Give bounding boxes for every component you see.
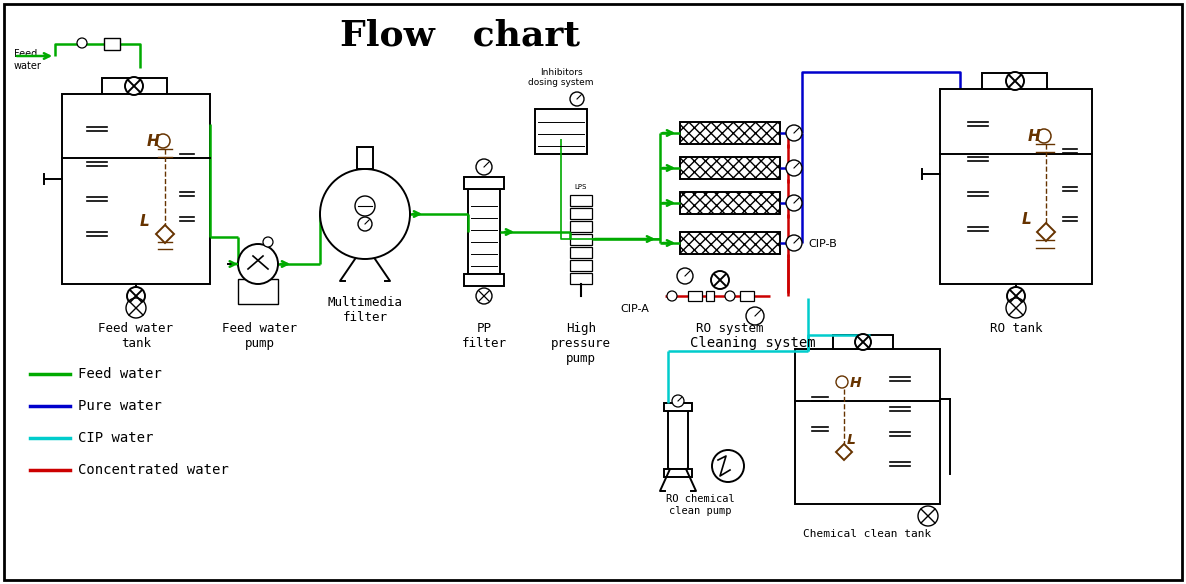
Bar: [940, 89, 1092, 284]
Bar: [570, 208, 592, 219]
Bar: [688, 291, 702, 301]
Text: Multimedia
filter: Multimedia filter: [327, 296, 402, 324]
Text: H: H: [1028, 129, 1041, 144]
Text: Pure water: Pure water: [78, 399, 161, 413]
Polygon shape: [1037, 223, 1056, 241]
Text: CIP-B: CIP-B: [808, 239, 837, 249]
Bar: [668, 409, 688, 469]
Circle shape: [1006, 72, 1024, 90]
Circle shape: [1037, 129, 1051, 143]
Circle shape: [320, 169, 410, 259]
Circle shape: [786, 195, 802, 211]
Circle shape: [263, 237, 273, 247]
Text: Inhibitors
dosing system: Inhibitors dosing system: [528, 68, 594, 87]
Bar: [357, 147, 374, 169]
Circle shape: [238, 244, 278, 284]
Text: Feed water
pump: Feed water pump: [223, 322, 298, 350]
Text: CIP water: CIP water: [78, 431, 153, 445]
Bar: [833, 335, 893, 349]
Polygon shape: [836, 444, 852, 460]
Bar: [664, 403, 691, 411]
Circle shape: [672, 395, 684, 407]
Circle shape: [725, 291, 735, 301]
Bar: [680, 157, 780, 179]
Circle shape: [1007, 287, 1025, 305]
Circle shape: [476, 159, 492, 175]
Circle shape: [786, 160, 802, 176]
Bar: [570, 221, 592, 232]
Circle shape: [476, 288, 492, 304]
Circle shape: [127, 287, 145, 305]
Bar: [570, 273, 592, 284]
Text: L: L: [847, 433, 856, 447]
Circle shape: [786, 235, 802, 251]
Circle shape: [1006, 298, 1026, 318]
Text: RO system: RO system: [696, 322, 764, 335]
Text: High
pressure
pump: High pressure pump: [551, 322, 611, 365]
Bar: [570, 260, 592, 271]
Bar: [680, 192, 780, 214]
Circle shape: [358, 217, 372, 231]
Text: LPS: LPS: [575, 184, 587, 190]
Circle shape: [786, 125, 802, 141]
Text: Feed water
tank: Feed water tank: [98, 322, 173, 350]
Circle shape: [126, 298, 146, 318]
Bar: [706, 291, 714, 301]
Circle shape: [855, 334, 871, 350]
Bar: [62, 94, 210, 284]
Circle shape: [677, 268, 693, 284]
Text: Flow   chart: Flow chart: [340, 19, 580, 53]
Circle shape: [710, 271, 729, 289]
Text: Chemical clean tank: Chemical clean tank: [803, 529, 931, 539]
Circle shape: [918, 506, 938, 526]
Circle shape: [746, 307, 764, 325]
Circle shape: [157, 134, 170, 148]
Circle shape: [77, 38, 87, 48]
Circle shape: [836, 376, 848, 388]
Text: H: H: [147, 134, 160, 149]
Bar: [664, 469, 691, 477]
Bar: [238, 279, 278, 304]
Circle shape: [355, 196, 375, 216]
Bar: [464, 177, 504, 189]
Bar: [570, 247, 592, 258]
Polygon shape: [157, 225, 174, 243]
Circle shape: [570, 92, 584, 106]
Circle shape: [712, 450, 744, 482]
Text: PP
filter: PP filter: [461, 322, 506, 350]
Text: Concentrated water: Concentrated water: [78, 463, 229, 477]
Text: L: L: [1022, 212, 1032, 227]
Bar: [464, 274, 504, 286]
Bar: [680, 232, 780, 254]
Circle shape: [125, 77, 144, 95]
Text: RO chemical
clean pump: RO chemical clean pump: [665, 494, 734, 516]
Circle shape: [667, 291, 677, 301]
Bar: [680, 122, 780, 144]
Text: Cleaning system: Cleaning system: [690, 336, 816, 350]
Bar: [740, 291, 754, 301]
Bar: [795, 349, 940, 504]
Text: RO tank: RO tank: [990, 322, 1042, 335]
Text: Feed water: Feed water: [78, 367, 161, 381]
Bar: [570, 234, 592, 245]
Bar: [570, 195, 592, 206]
Text: Feed
water: Feed water: [14, 49, 42, 71]
Bar: [535, 109, 587, 154]
Bar: [468, 189, 500, 274]
Text: H: H: [850, 376, 861, 390]
Bar: [104, 38, 120, 50]
Bar: [982, 73, 1047, 89]
Bar: [102, 78, 167, 94]
Text: CIP-A: CIP-A: [620, 304, 649, 314]
Text: L: L: [140, 214, 149, 229]
